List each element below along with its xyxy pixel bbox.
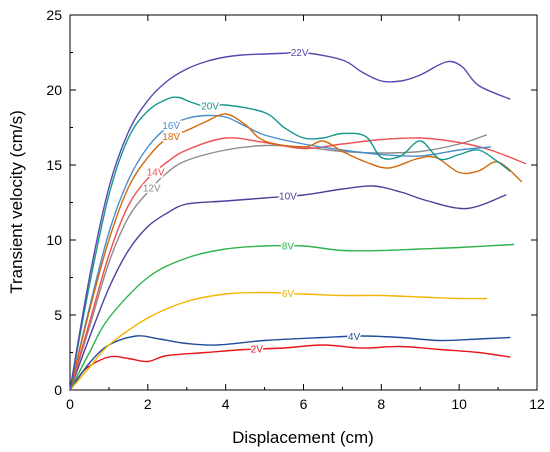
series-line-8v [69,243,515,391]
series-line-22v [69,51,511,391]
x-tick-label: 6 [300,396,308,412]
y-tick-label: 5 [54,307,62,323]
y-tick-label: 0 [54,382,62,398]
x-tick-label: 0 [66,396,74,412]
axis-ticks: 0 2 4 6 8 10 12 0 5 10 15 20 25 [46,7,545,412]
series-line-14v [69,137,527,391]
y-tick-label: 10 [46,232,62,248]
series-label-12v: 12V [143,184,161,195]
y-tick-label: 15 [46,157,62,173]
series-label-6v: 6V [282,289,295,300]
series-line-16v [69,114,491,391]
series-label-16v: 16V [162,121,180,132]
series-line-2v [69,344,511,391]
x-tick-label: 4 [222,396,230,412]
series-line-10v [69,185,507,391]
series-label-8v: 8V [282,242,295,253]
series-label-18v: 18V [162,132,180,143]
x-tick-label: 8 [377,396,385,412]
series-label-14v: 14V [147,167,165,178]
series-lines [69,51,527,391]
series-line-4v [69,335,511,391]
series-line-6v [69,291,488,391]
series-label-2v: 2V [251,345,264,356]
series-line-12v [69,134,488,391]
x-axis-title: Displacement (cm) [232,428,374,447]
series-label-20v: 20V [201,102,219,113]
series-line-18v [69,113,523,391]
series-line-20v [69,96,511,391]
series-label-22v: 22V [291,48,309,59]
y-tick-label: 20 [46,82,62,98]
series-label-10v: 10V [279,192,297,203]
x-tick-label: 10 [451,396,467,412]
x-tick-label: 2 [144,396,152,412]
y-tick-label: 25 [46,7,62,23]
x-tick-label: 12 [529,396,545,412]
y-axis-title: Transient velocity (cm/s) [7,110,26,294]
series-label-4v: 4V [348,332,361,343]
